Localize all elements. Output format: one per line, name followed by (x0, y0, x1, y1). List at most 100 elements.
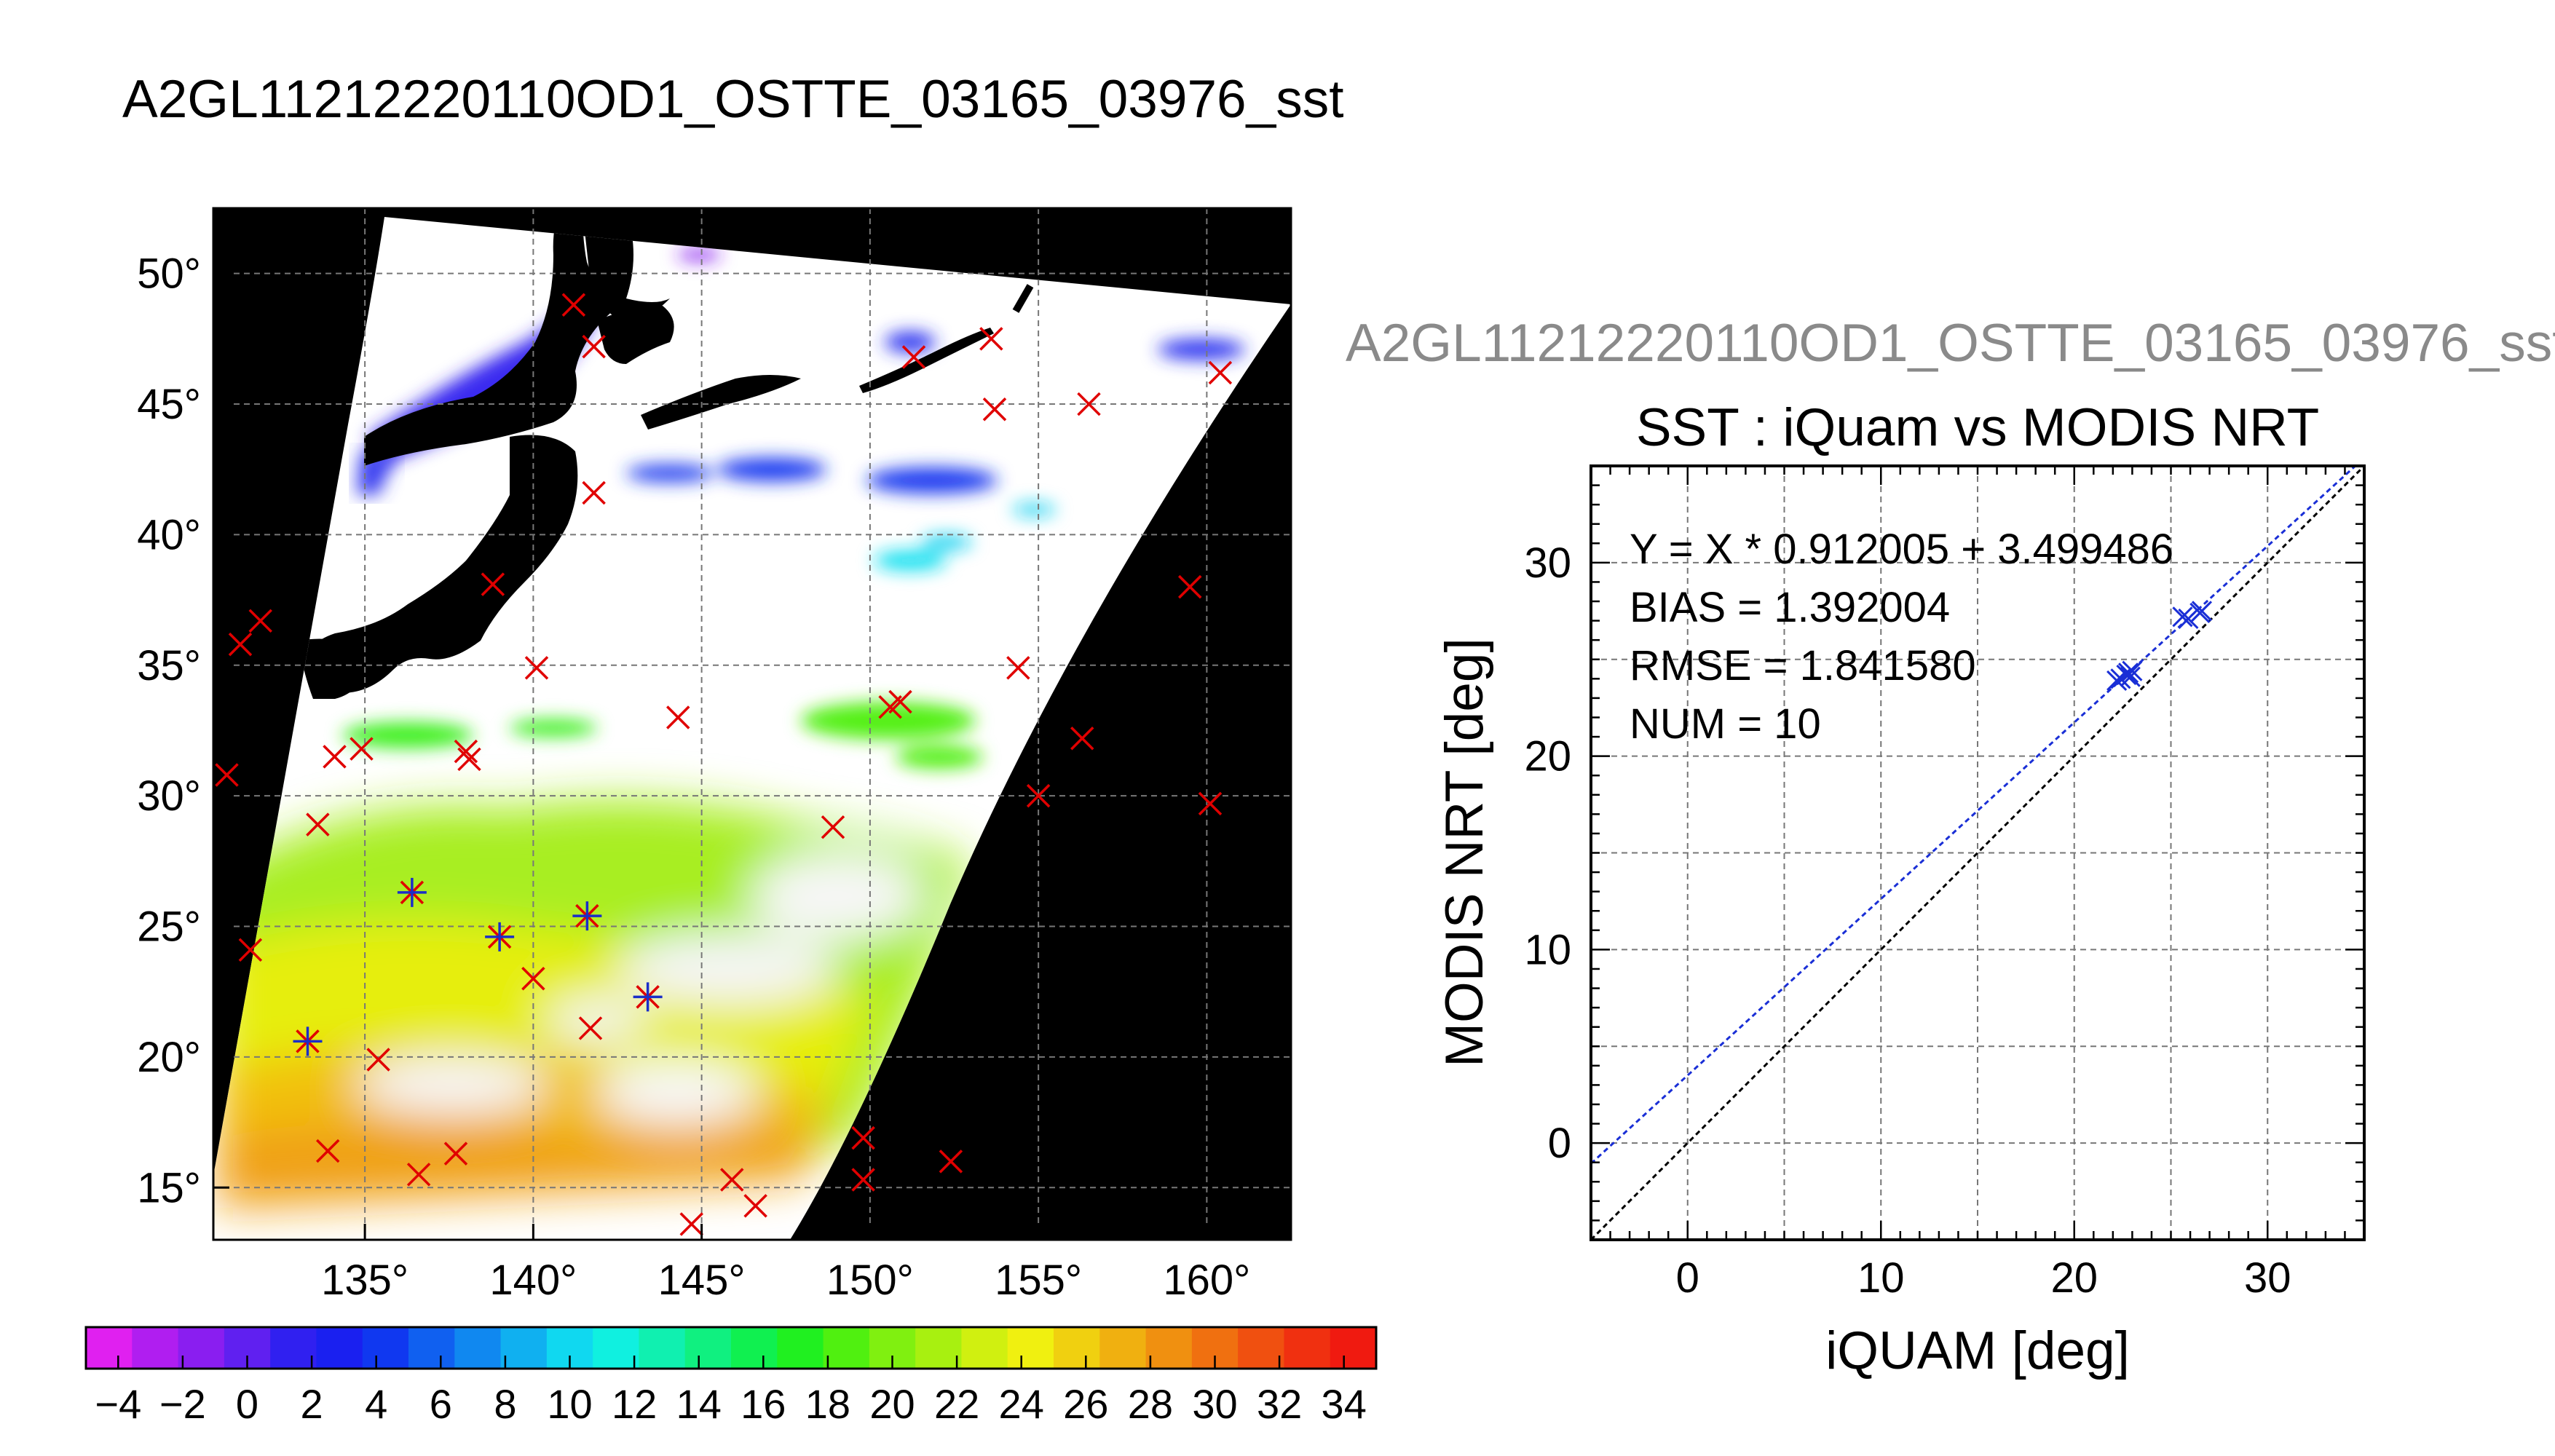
buoy-marker (1198, 791, 1223, 816)
colorbar-swatch (1330, 1327, 1377, 1369)
matchup-marker (485, 922, 515, 951)
scatter-point (2122, 660, 2143, 681)
buoy-marker (1006, 656, 1030, 680)
buoy-marker (743, 1194, 767, 1218)
colorbar-swatch (593, 1327, 640, 1369)
scatter-ticks (1591, 466, 2364, 1240)
colorbar-tick-label: 2 (301, 1381, 323, 1427)
colorbar-swatch (178, 1327, 225, 1369)
colorbar-tick-label: 12 (612, 1381, 657, 1427)
land-kurile-chain (859, 328, 994, 393)
buoy-marker (524, 656, 549, 680)
map-x-tick-labels: 135° 140° 145° 150° 155° 160° (321, 1257, 1250, 1304)
land-honshu (306, 435, 578, 693)
colorbar: −4 −2 0 2 4 6 8 10 12 14 16 18 20 22 24 26 28 30 32 34 (84, 1326, 1378, 1427)
scatter-annotation: Y = X * 0.912005 + 3.499486 (1630, 526, 2173, 573)
scatter-title: SST : iQuam vs MODIS NRT (1636, 398, 2319, 457)
scatter-point (2178, 608, 2199, 630)
colorbar-swatch (823, 1327, 870, 1369)
figure-title: A2GL11212220110OD1_OSTTE_03165_03976_sst (122, 70, 1344, 129)
right-panel-caption: A2GL11212220110OD1_OSTTE_03165_03976_sst (1346, 314, 2555, 373)
scatter-annotation: NUM = 10 (1630, 700, 1821, 748)
identity-line (1591, 466, 2364, 1240)
map-x-tick-label: 155° (995, 1257, 1082, 1304)
buoy-marker (851, 1168, 875, 1192)
colorbar-tick-label: 4 (365, 1381, 387, 1427)
colorbar-swatch (1007, 1327, 1054, 1369)
colorbar-tick-label: 24 (999, 1381, 1044, 1427)
colorbar-swatch (961, 1327, 1008, 1369)
scatter-annotation: BIAS = 1.392004 (1630, 584, 1950, 631)
map-y-tick-label: 30° (137, 772, 201, 820)
land-masses (299, 217, 1034, 699)
colorbar-swatch (500, 1327, 548, 1369)
colorbar-swatch (684, 1327, 732, 1369)
colorbar-tick-label: 0 (236, 1381, 258, 1427)
scatter-point (2106, 670, 2128, 692)
colorbar-swatch (915, 1327, 963, 1369)
scatter-y-tick-label: 30 (1524, 539, 1571, 587)
scatter-y-label: MODIS NRT [deg] (1435, 638, 1494, 1067)
buoy-marker (228, 632, 253, 657)
scatter-y-tick-label: 0 (1548, 1120, 1571, 1167)
colorbar-swatch (132, 1327, 179, 1369)
scatter-point (2118, 662, 2139, 684)
colorbar-tick-label: 26 (1063, 1381, 1108, 1427)
scatter-x-label: iQUAM [deg] (1825, 1321, 2130, 1380)
colorbar-tick-label: 20 (869, 1381, 915, 1427)
buoy-marker (578, 1016, 603, 1040)
scatter-y-tick-label: 20 (1524, 733, 1571, 780)
buoy-marker (306, 812, 330, 836)
scatter-point (2120, 666, 2141, 687)
scatter-x-tick-label: 10 (1857, 1254, 1905, 1302)
colorbar-swatch (1054, 1327, 1100, 1369)
colorbar-swatch (270, 1327, 317, 1369)
buoy-marker (366, 1048, 390, 1072)
scatter-x-tick-label: 20 (2050, 1254, 2098, 1302)
colorbar-tick-label: 8 (494, 1381, 516, 1427)
scatter-annotations: Y = X * 0.912005 + 3.499486 BIAS = 1.3920… (1630, 526, 2173, 748)
buoy-marker (1026, 783, 1051, 808)
buoy-marker (406, 1163, 431, 1187)
map-x-tick-label: 135° (321, 1257, 408, 1304)
map-y-tick-labels: 50° 45° 40° 35° 30° 25° 20° 15° (137, 250, 201, 1212)
buoy-marker (979, 327, 1003, 351)
colorbar-tick-label: 18 (805, 1381, 850, 1427)
scatter-y-tick-label: 10 (1524, 926, 1571, 973)
map-y-tick-label: 50° (137, 250, 201, 298)
colorbar-tick-labels: −4 −2 0 2 4 6 8 10 12 14 16 18 20 22 24 26 28 30 32 34 (95, 1381, 1366, 1427)
buoy-marker (561, 293, 586, 317)
map-y-tick-label: 40° (137, 511, 201, 558)
colorbar-tick-label: 28 (1128, 1381, 1173, 1427)
colorbar-swatch (316, 1327, 363, 1369)
colorbar-tick-label: 6 (430, 1381, 452, 1427)
scatter-grid (1591, 466, 2364, 1240)
colorbar-tick-label: 22 (934, 1381, 979, 1427)
map-x-tick-label: 140° (489, 1257, 577, 1304)
land-kyushu (299, 638, 371, 699)
colorbar-swatch (362, 1327, 409, 1369)
scatter-points (2106, 601, 2213, 692)
buoy-marker (238, 938, 263, 962)
buoy-marker (443, 1142, 468, 1166)
buoy-marker (982, 397, 1007, 422)
colorbar-swatch (1145, 1327, 1193, 1369)
land-sakhalin (583, 217, 670, 322)
colorbar-tick-label: 16 (741, 1381, 786, 1427)
map-y-tick-label: 35° (137, 642, 201, 689)
matchup-marker (572, 901, 602, 931)
colorbar-tick-label: 10 (547, 1381, 592, 1427)
colorbar-swatch (1284, 1327, 1331, 1369)
scatter-point (2172, 606, 2193, 628)
scatter-x-tick-label: 30 (2244, 1254, 2291, 1302)
colorbar-ticks (117, 1356, 1345, 1369)
buoy-marker (939, 1150, 963, 1174)
land-hokkaido (597, 306, 674, 364)
colorbar-tick-label: 34 (1322, 1381, 1367, 1427)
colorbar-tick-label: 30 (1192, 1381, 1237, 1427)
buoy-marker (323, 745, 347, 769)
map-y-tick-label: 25° (137, 903, 201, 951)
buoy-marker (1070, 726, 1094, 751)
